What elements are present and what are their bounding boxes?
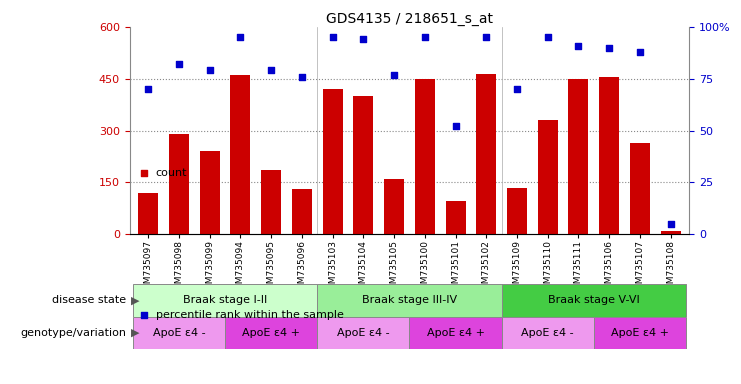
Text: Braak stage III-IV: Braak stage III-IV <box>362 295 457 306</box>
Point <box>450 123 462 129</box>
Bar <box>292 189 312 234</box>
Text: Braak stage V-VI: Braak stage V-VI <box>548 295 639 306</box>
Point <box>634 49 646 55</box>
Point <box>419 34 431 40</box>
Bar <box>317 284 502 317</box>
Point <box>511 86 523 92</box>
Text: ▶: ▶ <box>131 295 139 306</box>
Bar <box>322 89 342 234</box>
Text: Braak stage I-II: Braak stage I-II <box>183 295 267 306</box>
Point <box>573 43 585 49</box>
Bar <box>445 202 465 234</box>
Text: ▶: ▶ <box>131 328 139 338</box>
Point <box>265 67 277 73</box>
Bar <box>502 317 594 349</box>
Bar <box>169 134 189 234</box>
Bar <box>568 79 588 234</box>
Point <box>296 74 308 80</box>
Bar <box>138 193 158 234</box>
Text: ApoE ε4 -: ApoE ε4 - <box>153 328 205 338</box>
Bar <box>317 317 409 349</box>
Bar <box>133 317 225 349</box>
Text: ApoE ε4 +: ApoE ε4 + <box>611 328 669 338</box>
Point <box>357 36 369 42</box>
Bar <box>538 120 558 234</box>
Point <box>173 61 185 67</box>
Bar <box>476 74 496 234</box>
Point <box>665 221 677 227</box>
Bar <box>409 317 502 349</box>
Text: disease state: disease state <box>52 295 126 306</box>
Bar <box>225 317 317 349</box>
Point <box>234 34 246 40</box>
Point <box>204 67 216 73</box>
Point <box>603 45 615 51</box>
Text: percentile rank within the sample: percentile rank within the sample <box>156 310 344 320</box>
Point <box>142 86 154 92</box>
Point <box>480 34 492 40</box>
Text: ApoE ε4 -: ApoE ε4 - <box>522 328 574 338</box>
Point <box>542 34 554 40</box>
Bar <box>199 151 219 234</box>
Bar <box>353 96 373 234</box>
Text: ApoE ε4 -: ApoE ε4 - <box>337 328 390 338</box>
Bar <box>599 77 619 234</box>
Point <box>388 71 400 78</box>
Bar <box>415 79 435 234</box>
Text: genotype/variation: genotype/variation <box>20 328 126 338</box>
Title: GDS4135 / 218651_s_at: GDS4135 / 218651_s_at <box>326 12 493 26</box>
Point <box>327 34 339 40</box>
Bar <box>507 188 527 234</box>
Bar <box>594 317 686 349</box>
Text: ApoE ε4 +: ApoE ε4 + <box>242 328 300 338</box>
Text: ApoE ε4 +: ApoE ε4 + <box>427 328 485 338</box>
Bar <box>630 143 650 234</box>
Bar <box>133 284 317 317</box>
Bar <box>230 75 250 234</box>
Bar <box>384 179 404 234</box>
Bar <box>502 284 686 317</box>
Bar <box>261 170 281 234</box>
Bar <box>661 232 681 234</box>
Text: count: count <box>156 168 187 178</box>
